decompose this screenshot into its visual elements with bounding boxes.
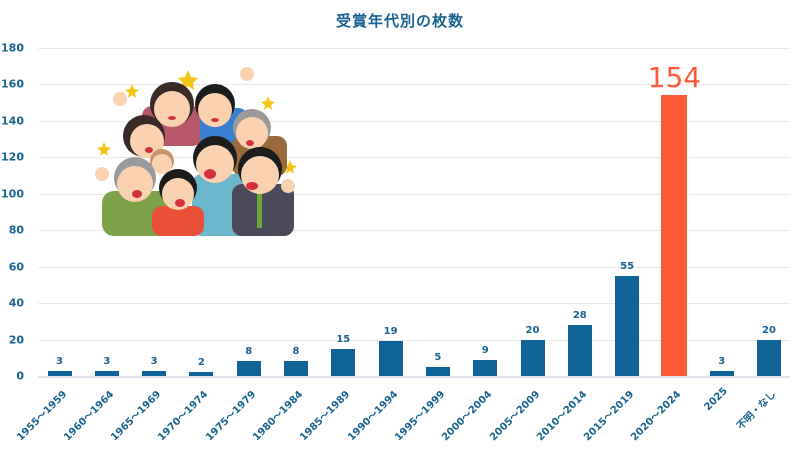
bar-value-label: 20: [762, 324, 776, 336]
bar[interactable]: [378, 341, 403, 376]
y-tick-label: 80: [8, 223, 24, 237]
bar[interactable]: [94, 370, 119, 376]
bar-value-label: 2: [197, 357, 205, 369]
bar-value-label: 3: [103, 355, 111, 367]
chart-title: 受賞年代別の枚数: [335, 12, 464, 30]
bar-value-label: 28: [572, 309, 587, 321]
x-axis-line: [38, 376, 790, 378]
bar-value-label: 3: [56, 355, 63, 367]
y-tick-label: 140: [1, 114, 24, 128]
bar[interactable]: [520, 339, 545, 376]
bar-value-label: 55: [620, 260, 635, 272]
y-tick-label: 40: [8, 296, 24, 310]
y-tick-label: 160: [1, 77, 24, 91]
cheering-people-illustration: [95, 67, 297, 236]
bar[interactable]: [425, 366, 450, 376]
bar[interactable]: [236, 361, 261, 376]
gridline: [38, 120, 790, 122]
bar-value-label: 3: [718, 355, 726, 367]
bar[interactable]: [331, 348, 356, 376]
bar[interactable]: [189, 372, 214, 376]
bar-value-label: 20: [525, 324, 540, 336]
bar-value-label: 8: [292, 346, 300, 358]
y-tick-label: 120: [1, 150, 24, 164]
gridline: [38, 193, 790, 195]
bar[interactable]: [47, 370, 72, 376]
bar[interactable]: [661, 95, 688, 376]
bar[interactable]: [615, 275, 640, 376]
bar[interactable]: [142, 370, 167, 376]
gridline: [38, 303, 790, 305]
gridline: [38, 48, 790, 49]
bar-value-label: 154: [647, 61, 702, 95]
gridline: [38, 157, 790, 159]
y-tick-label: 100: [1, 187, 24, 201]
bar[interactable]: [473, 359, 498, 376]
bar-value-label: 3: [150, 355, 158, 367]
bar-value-label: 15: [336, 333, 351, 345]
y-tick-label: 0: [16, 369, 24, 383]
bar-value-label: 8: [245, 346, 253, 358]
y-tick-label: 60: [8, 260, 24, 274]
bar[interactable]: [757, 339, 781, 376]
bar-value-label: 9: [481, 344, 489, 356]
y-tick-label: 20: [8, 333, 24, 347]
bar-value-label: 19: [383, 326, 398, 338]
bar[interactable]: [709, 370, 734, 376]
y-tick-label: 180: [1, 41, 24, 55]
bar[interactable]: [284, 361, 308, 376]
gridline: [38, 84, 790, 86]
gridline: [38, 339, 790, 341]
bar-value-label: 5: [434, 351, 442, 363]
bar[interactable]: [567, 324, 592, 376]
gridline: [38, 266, 790, 268]
gridline: [38, 230, 790, 232]
